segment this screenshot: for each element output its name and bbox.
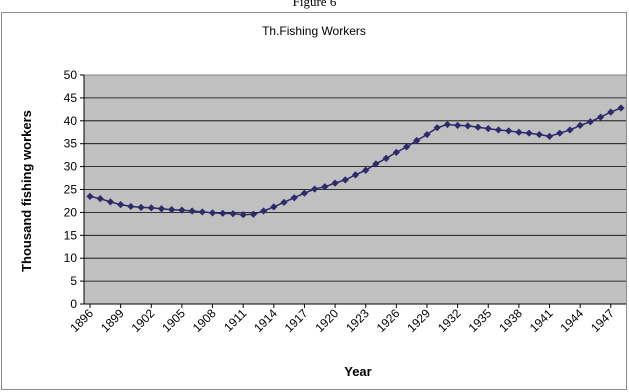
data-point [392, 148, 400, 157]
data-point [576, 121, 584, 129]
data-point [596, 113, 605, 121]
data-point [443, 120, 452, 129]
data-point [454, 121, 462, 129]
y-tick-label: 15 [64, 228, 78, 242]
y-tick-label: 50 [64, 68, 78, 82]
data-point [311, 185, 319, 193]
data-point [321, 183, 329, 191]
data-point [607, 108, 615, 116]
x-tick-label: 1917 [282, 306, 311, 335]
data-point [188, 207, 196, 215]
x-tick-label: 1908 [190, 306, 219, 335]
y-tick-label: 20 [64, 205, 78, 219]
data-point [178, 206, 186, 214]
data-point [106, 198, 115, 206]
data-point [259, 207, 268, 215]
data-point [341, 176, 349, 184]
data-point [219, 209, 227, 217]
x-axis-label: Year [344, 364, 371, 379]
data-point [147, 204, 155, 212]
data-point [351, 171, 360, 179]
data-point [545, 132, 554, 140]
x-tick-label: 1926 [374, 306, 403, 335]
y-tick-label: 30 [64, 160, 78, 174]
data-point [617, 104, 625, 112]
data-point [372, 160, 380, 168]
line-chart: Th.Fishing Workers 0 5 10 15 20 25 30 35 40 45 50 1… [19, 24, 626, 379]
data-point [117, 201, 125, 209]
x-tick-label: 1914 [251, 306, 280, 335]
data-point [331, 179, 339, 187]
data-point [474, 123, 482, 131]
x-tick-label: 1944 [557, 306, 586, 335]
x-tick-label: 1938 [496, 306, 525, 335]
data-point [505, 127, 513, 135]
data-point [535, 130, 543, 139]
data-point [280, 198, 288, 206]
data-point [515, 128, 523, 136]
data-point [208, 209, 217, 217]
data-point [433, 124, 441, 132]
data-point [362, 166, 370, 174]
chart-area: Th.Fishing Workers 0 5 10 15 20 25 30 35 40 45 50 1… [1, 12, 627, 390]
x-tick-label: 1929 [404, 306, 433, 335]
data-point [464, 122, 472, 130]
x-tick-label: 1905 [159, 306, 188, 335]
y-tick-label: 40 [64, 114, 78, 128]
data-point [249, 210, 257, 218]
data-point [566, 126, 574, 134]
y-tick-label: 25 [64, 183, 78, 197]
data-point [402, 143, 411, 151]
x-tick-label: 1899 [98, 306, 127, 335]
data-point [300, 189, 309, 197]
y-axis-label: Thousand fishing workers [19, 110, 34, 272]
data-point [86, 192, 94, 200]
data-point [127, 202, 135, 211]
data-point [586, 118, 594, 126]
data-point [198, 208, 206, 216]
data-point [270, 203, 278, 211]
x-tick-label: 1935 [466, 306, 495, 335]
data-point [382, 154, 390, 162]
y-tick-label: 5 [70, 274, 77, 288]
data-point [413, 136, 421, 145]
x-tick-label: 1911 [221, 306, 249, 334]
data-point [96, 195, 104, 203]
x-tick-label: 1902 [129, 306, 158, 335]
data-point [494, 126, 503, 134]
x-tick-label: 1947 [588, 306, 617, 335]
data-point [484, 124, 492, 133]
x-tick-label: 1932 [435, 306, 464, 335]
data-point [290, 194, 298, 202]
y-tick-label: 10 [64, 251, 78, 265]
data-point [239, 211, 247, 219]
x-tick-label: 1923 [343, 306, 372, 335]
x-tick-label: 1941 [527, 306, 556, 335]
y-tick-label: 45 [64, 91, 78, 105]
data-point [157, 205, 166, 213]
chart-title: Th.Fishing Workers [262, 24, 366, 38]
x-tick-label: 1920 [312, 306, 341, 335]
y-tick-label: 0 [70, 297, 77, 311]
data-point [423, 130, 431, 139]
data-point [137, 203, 145, 211]
data-point [229, 210, 237, 218]
figure-caption: Figure 6 [292, 0, 337, 9]
data-point [168, 206, 176, 214]
y-tick-label: 35 [64, 137, 78, 151]
